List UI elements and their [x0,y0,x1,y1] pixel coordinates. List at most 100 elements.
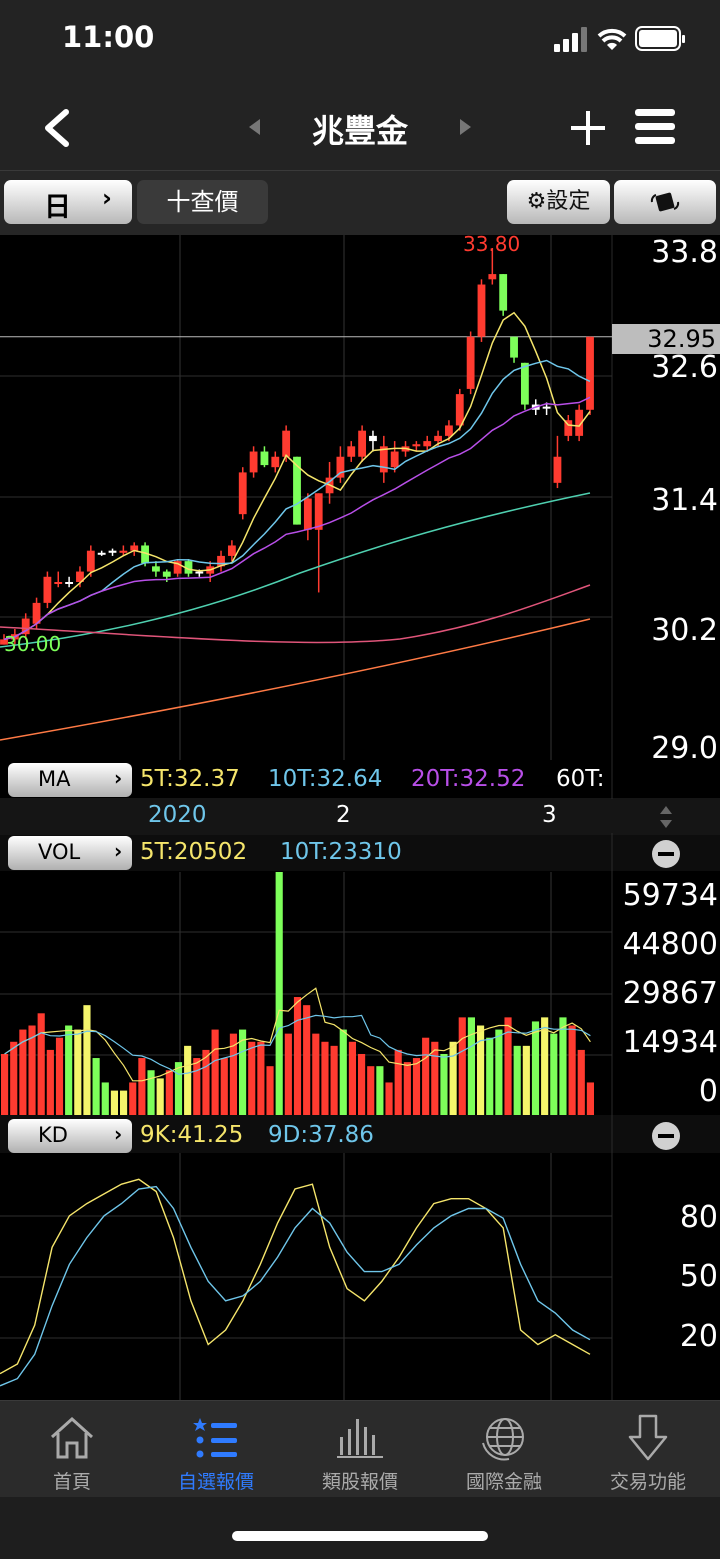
rotate-screen-button[interactable] [614,180,716,224]
volume-bar [19,1029,27,1115]
next-stock-icon[interactable] [458,117,474,137]
candle-body [520,362,529,405]
volume-bar [37,1013,45,1115]
volume-bar [28,1025,36,1115]
status-icons [554,26,685,52]
volume-bar [477,1025,485,1115]
candle-body [32,602,41,624]
candle-body [477,284,486,337]
volume-bar [385,1082,393,1115]
d-line [0,1185,591,1387]
volume-bar [257,1041,265,1115]
volume-bar [348,1041,356,1115]
volume-bar [522,1045,530,1115]
chevron-left-icon[interactable] [40,108,74,148]
candle-body [499,274,508,311]
volume-bar [321,1041,329,1115]
candle-body [369,435,377,442]
tab-watchlist[interactable]: 自選報價 [144,1401,288,1498]
tab-label: 交易功能 [609,1471,686,1493]
time-label: 2020 [148,802,207,828]
resize-handle-icon[interactable] [656,804,676,830]
kd-axis-label: 80 [679,1200,718,1235]
volume-bar [312,1033,320,1115]
price-axis-label: 30.2 [651,613,718,648]
volume-bar [403,1062,411,1115]
tab-trading[interactable]: 交易功能 [576,1401,720,1498]
period-button[interactable]: 日 › [4,180,132,224]
low-price-label: 30.00 [4,632,62,656]
volume-bar [376,1066,384,1115]
kd-axis-label: 50 [679,1259,718,1294]
settings-button[interactable]: ⚙設定 [507,180,610,224]
kd-button[interactable]: KD › [8,1119,132,1153]
candle-body [445,425,453,436]
volume-bar [513,1045,521,1115]
candle-body [466,336,475,389]
chevron-right-icon: › [114,1122,123,1146]
stock-title: 兆豐金 [311,112,408,150]
plus-icon[interactable] [568,108,608,148]
price-axis-label: 33.8 [651,235,718,270]
tab-label: 首頁 [52,1471,91,1493]
candle-body [542,406,551,409]
volume-bar [83,1005,91,1115]
prev-stock-icon[interactable] [246,117,262,137]
price-axis-label: 29.0 [651,731,718,766]
price-axis-label: 31.4 [651,483,718,518]
candle-body [152,566,160,572]
time-axis: 2020 2 3 [0,799,720,833]
candle-body [271,456,280,468]
candle-body [358,430,367,457]
volume-bar [303,1005,311,1115]
vol-axis-label: 44800 [622,927,718,962]
tab-label: 類股報價 [321,1471,398,1493]
k-legend: 9K:41.25 [140,1122,244,1148]
tab-international[interactable]: 國際金融 [432,1401,576,1498]
volume-bar [568,1025,576,1115]
rotate-icon [650,192,680,212]
ma-button[interactable]: MA › [8,763,132,797]
quote-button[interactable]: 十查價 [137,180,268,224]
volume-bar [586,1082,594,1115]
time-label: 2 [336,802,351,828]
volume-bar [431,1041,439,1115]
volume-bar [65,1025,73,1115]
cellular-signal-icon [554,27,587,52]
globe-icon [482,1418,524,1461]
home-indicator[interactable] [232,1531,488,1541]
price-axis-label: 32.6 [651,350,718,385]
ma20-line [3,396,591,641]
chart-toolbar: 日 › 十查價 ⚙設定 [0,170,720,235]
k-line [0,1178,591,1375]
vol-button[interactable]: VOL › [8,836,132,870]
tab-label: 國際金融 [465,1471,542,1493]
candle-body [336,456,345,478]
hamburger-icon[interactable] [634,106,676,148]
tab-sector-quotes[interactable]: 類股報價 [288,1401,432,1498]
candle-body [347,446,356,457]
volume-bar [229,1033,237,1115]
collapse-kd-icon[interactable] [650,1120,682,1152]
candle-body [282,430,291,457]
ma120-line [0,584,591,644]
tab-home[interactable]: 首頁 [0,1401,144,1498]
volume-bar [394,1049,402,1115]
tab-label: 自選報價 [177,1471,254,1493]
bar-chart-icon [337,1419,383,1458]
volume-bar [559,1017,567,1115]
vol-axis-label: 29867 [622,976,718,1011]
volume-bar [449,1041,457,1115]
volume-bar [458,1017,466,1115]
volume-bar [266,1066,274,1115]
volume-bar [101,1082,109,1115]
nav-bar: 兆豐金 [0,80,720,170]
volume-bar [10,1041,18,1115]
candle-body [238,472,247,515]
volume-bar [284,1033,292,1115]
home-area [0,1497,720,1559]
chart-area[interactable]: 33.8 32.6 31.4 30.2 29.0 32.95 33.80 30.… [0,232,720,1400]
volume-bar [120,1090,128,1115]
ma60-legend: 60T: [556,766,605,792]
collapse-vol-icon[interactable] [650,838,682,870]
